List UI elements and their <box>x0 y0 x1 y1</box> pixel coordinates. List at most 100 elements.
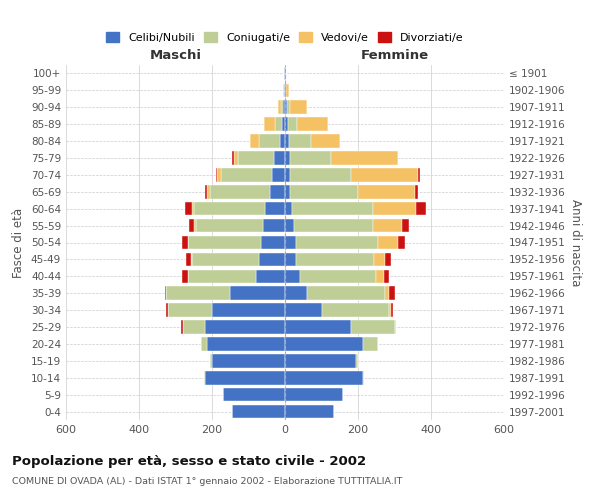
Bar <box>186 252 191 266</box>
Bar <box>322 304 389 317</box>
Legend: Celibi/Nubili, Coniugati/e, Vedovi/e, Divorziati/e: Celibi/Nubili, Coniugati/e, Vedovi/e, Di… <box>102 28 468 48</box>
Bar <box>285 185 290 198</box>
Bar <box>275 118 282 131</box>
Bar <box>259 252 285 266</box>
Bar <box>188 270 256 283</box>
Bar <box>418 168 420 181</box>
Bar <box>284 84 285 97</box>
Bar <box>285 354 356 368</box>
Bar <box>385 286 389 300</box>
Bar <box>285 236 296 250</box>
Bar <box>188 236 261 250</box>
Bar <box>189 219 194 232</box>
Bar <box>264 118 275 131</box>
Bar <box>285 100 287 114</box>
Bar <box>256 270 285 283</box>
Bar <box>205 320 285 334</box>
Bar <box>271 185 285 198</box>
Bar <box>164 286 166 300</box>
Bar <box>307 286 385 300</box>
Bar <box>285 151 290 164</box>
Bar <box>221 168 272 181</box>
Bar <box>207 185 210 198</box>
Bar <box>285 270 299 283</box>
Bar <box>297 118 328 131</box>
Bar <box>290 185 358 198</box>
Bar <box>294 219 373 232</box>
Bar <box>299 270 376 283</box>
Bar <box>206 337 285 350</box>
Y-axis label: Fasce di età: Fasce di età <box>13 208 25 278</box>
Bar <box>285 168 290 181</box>
Bar <box>356 354 358 368</box>
Bar <box>205 185 207 198</box>
Bar <box>238 151 274 164</box>
Bar <box>230 286 285 300</box>
Bar <box>378 236 398 250</box>
Text: COMUNE DI OVADA (AL) - Dati ISTAT 1° gennaio 2002 - Elaborazione TUTTITALIA.IT: COMUNE DI OVADA (AL) - Dati ISTAT 1° gen… <box>12 478 403 486</box>
Y-axis label: Anni di nascita: Anni di nascita <box>569 199 582 286</box>
Bar <box>272 168 285 181</box>
Bar <box>217 168 221 181</box>
Bar <box>265 202 285 215</box>
Bar <box>185 202 192 215</box>
Bar <box>402 219 409 232</box>
Bar <box>194 202 265 215</box>
Bar <box>290 151 331 164</box>
Bar <box>263 219 285 232</box>
Bar <box>283 84 284 97</box>
Bar <box>287 100 290 114</box>
Bar <box>182 270 188 283</box>
Bar <box>261 236 285 250</box>
Bar <box>183 320 205 334</box>
Bar <box>192 202 194 215</box>
Bar <box>290 168 351 181</box>
Bar <box>398 236 406 250</box>
Bar <box>215 168 217 181</box>
Bar <box>232 151 234 164</box>
Bar <box>373 202 416 215</box>
Bar <box>210 185 271 198</box>
Bar <box>212 304 285 317</box>
Bar <box>285 118 288 131</box>
Bar <box>416 202 425 215</box>
Text: Maschi: Maschi <box>149 48 202 62</box>
Bar <box>285 202 292 215</box>
Bar <box>283 100 285 114</box>
Bar <box>389 304 391 317</box>
Bar <box>281 100 283 114</box>
Bar <box>296 252 374 266</box>
Bar <box>288 118 297 131</box>
Bar <box>296 236 378 250</box>
Bar <box>415 185 418 198</box>
Bar <box>358 185 415 198</box>
Bar <box>191 252 192 266</box>
Bar <box>290 100 307 114</box>
Bar <box>274 151 285 164</box>
Bar <box>181 320 183 334</box>
Bar <box>285 134 289 148</box>
Bar <box>196 219 263 232</box>
Bar <box>285 84 286 97</box>
Bar <box>285 337 364 350</box>
Bar <box>284 66 285 80</box>
Bar <box>383 270 389 283</box>
Bar <box>285 371 364 384</box>
Bar <box>311 134 340 148</box>
Bar <box>285 286 307 300</box>
Bar <box>201 337 206 350</box>
Bar <box>350 168 418 181</box>
Text: Popolazione per età, sesso e stato civile - 2002: Popolazione per età, sesso e stato civil… <box>12 455 366 468</box>
Bar <box>285 388 343 402</box>
Bar <box>204 371 205 384</box>
Bar <box>210 354 212 368</box>
Bar <box>350 320 395 334</box>
Bar <box>168 304 212 317</box>
Bar <box>364 337 378 350</box>
Bar <box>374 252 385 266</box>
Text: Femmine: Femmine <box>361 48 428 62</box>
Bar <box>194 219 196 232</box>
Bar <box>395 320 397 334</box>
Bar <box>286 84 289 97</box>
Bar <box>285 252 296 266</box>
